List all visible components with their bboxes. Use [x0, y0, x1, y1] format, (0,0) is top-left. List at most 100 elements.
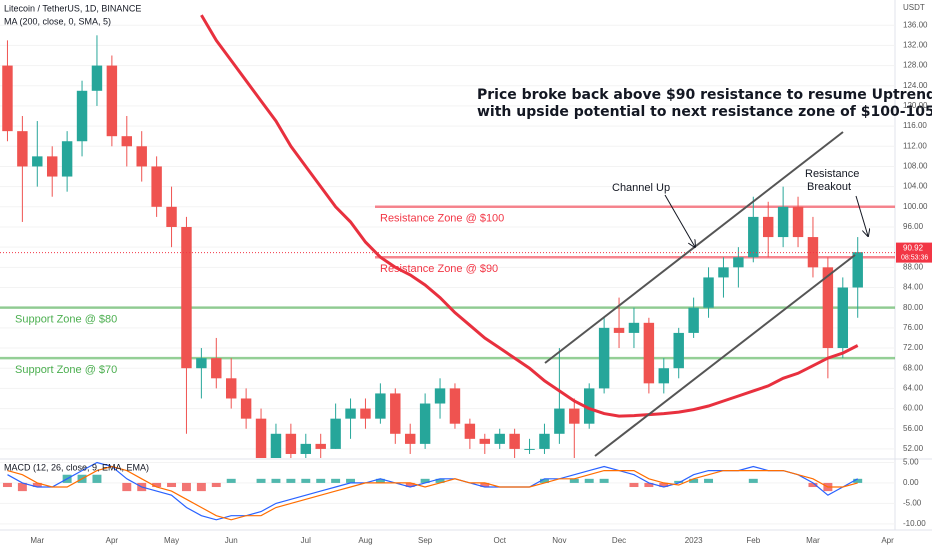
line-series: [7, 461, 858, 521]
candle-body: [583, 388, 595, 424]
annotation: with upside potential to next resistance…: [477, 104, 932, 120]
breakout-label: Resistance: [805, 168, 859, 180]
y2-tick-label: -10.00: [903, 519, 926, 528]
x-tick-label: Jun: [225, 536, 238, 545]
candle-body: [509, 433, 520, 449]
macd-histogram-bar: [405, 482, 415, 488]
x-tick-label: Aug: [358, 536, 372, 545]
candle-body: [613, 327, 625, 333]
y-tick-label: 96.00: [903, 222, 924, 231]
candle-body: [2, 65, 13, 132]
line-series: [200, 14, 859, 418]
y-tick-label: 80.00: [903, 303, 924, 312]
candle-body: [718, 267, 729, 278]
main-pane: [0, 14, 895, 458]
y-tick-label: 56.00: [903, 424, 924, 433]
macd-histogram-bar: [271, 478, 281, 483]
x-tick-label: May: [164, 536, 179, 545]
candle-body: [807, 237, 819, 268]
candle-body: [270, 433, 282, 458]
x-tick-label: Feb: [746, 536, 760, 545]
candle-body: [181, 226, 192, 369]
arrow: [664, 194, 695, 247]
candle-body: [852, 252, 863, 288]
candle-body: [166, 206, 177, 227]
channel-label: Channel Up: [612, 182, 670, 194]
macd-histogram-bar: [122, 482, 132, 492]
macd-histogram-bar: [211, 482, 221, 488]
macd-histogram-bar: [256, 478, 266, 483]
macd-label: MACD (12, 26, close, 9, EMA, EMA): [4, 462, 149, 472]
macd-histogram-bar: [420, 478, 430, 483]
y-tick-label: 128.00: [903, 61, 928, 70]
channel-lower: [594, 254, 856, 457]
y-tick-label: 136.00: [903, 20, 928, 29]
y-tick-label: 112.00: [903, 141, 927, 150]
macd-histogram-bar: [375, 478, 385, 483]
candle-body: [658, 368, 670, 384]
candle-body: [569, 408, 580, 424]
candle-body: [792, 206, 804, 238]
candle-body: [375, 393, 386, 419]
y-tick-label: 52.00: [903, 444, 924, 453]
candle-body: [225, 378, 237, 399]
macd-histogram-bar: [584, 478, 594, 483]
candle-body: [598, 327, 610, 389]
candle-body: [777, 206, 789, 238]
macd-histogram-bar: [659, 482, 669, 488]
candle-body: [479, 438, 491, 444]
candle-body: [449, 388, 461, 424]
y2-tick-label: 0.00: [903, 478, 919, 487]
candle-body: [46, 156, 58, 177]
countdown-label: 08:53:36: [901, 254, 928, 261]
macd-histogram-bar: [435, 478, 445, 483]
macd-histogram-bar: [629, 482, 639, 488]
candle-body: [61, 141, 73, 177]
candle-body: [837, 287, 849, 349]
x-tick-label: 2023: [685, 536, 703, 545]
annotation: Price broke back above $90 resistance to…: [477, 87, 932, 103]
candle-body: [211, 358, 222, 379]
candle-body: [106, 65, 118, 137]
candle-body: [748, 216, 759, 258]
candle-body: [285, 433, 297, 454]
macd-histogram-bar: [808, 482, 818, 488]
candle-body: [390, 393, 401, 434]
macd-histogram-bar: [32, 482, 42, 488]
y-tick-label: 132.00: [903, 41, 928, 50]
y-tick-label: 64.00: [903, 384, 924, 393]
candle-body: [733, 257, 744, 268]
macd-histogram-bar: [569, 478, 579, 483]
macd-histogram-bar: [539, 478, 549, 483]
candle-body: [554, 408, 565, 434]
y-tick-label: 116.00: [903, 121, 927, 130]
candle-body: [76, 90, 88, 142]
y-tick-label: 72.00: [903, 343, 924, 352]
x-tick-label: Mar: [806, 536, 820, 545]
x-tick-label: Dec: [612, 536, 626, 545]
macd-histogram-bar: [17, 482, 27, 492]
y-tick-label: 84.00: [903, 283, 924, 292]
candle-body: [539, 433, 550, 449]
candle-body: [360, 408, 371, 419]
zone-label: Support Zone @ $70: [15, 364, 117, 376]
candle-body: [17, 131, 28, 167]
candle-body: [345, 408, 356, 419]
x-tick-label: Nov: [552, 536, 566, 545]
candle-body: [315, 443, 326, 449]
macd-histogram-bar: [152, 482, 162, 488]
y-tick-label: 108.00: [903, 162, 928, 171]
macd-histogram-bar: [286, 478, 296, 483]
y-tick-label: 104.00: [903, 182, 928, 191]
candle-body: [121, 136, 133, 147]
macd-pane: [0, 461, 895, 525]
x-tick-label: Sep: [418, 536, 433, 545]
macd-histogram-bar: [2, 482, 12, 488]
macd-histogram-bar: [599, 478, 609, 483]
x-tick-label: Apr: [881, 536, 894, 545]
macd-histogram-bar: [748, 478, 758, 483]
zone-label: Resistance Zone @ $100: [380, 213, 504, 225]
macd-histogram-bar: [316, 478, 326, 483]
y2-tick-label: 5.00: [903, 458, 919, 467]
